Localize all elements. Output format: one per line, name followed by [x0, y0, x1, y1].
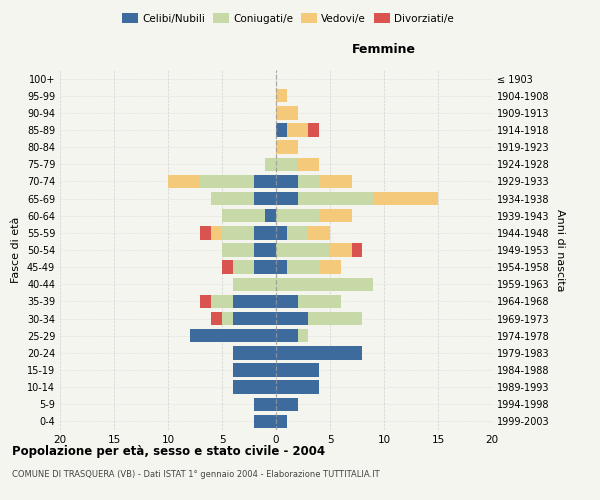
Bar: [276, 244, 330, 256]
Y-axis label: Anni di nascita: Anni di nascita: [555, 209, 565, 291]
Bar: [298, 329, 308, 342]
Bar: [265, 209, 276, 222]
Bar: [233, 294, 276, 308]
Bar: [276, 329, 298, 342]
Bar: [308, 226, 330, 239]
Bar: [319, 260, 341, 274]
Bar: [222, 209, 265, 222]
Bar: [287, 226, 308, 239]
Bar: [254, 244, 276, 256]
Bar: [319, 174, 352, 188]
Bar: [211, 226, 222, 239]
Bar: [233, 364, 276, 376]
Text: COMUNE DI TRASQUERA (VB) - Dati ISTAT 1° gennaio 2004 - Elaborazione TUTTITALIA.: COMUNE DI TRASQUERA (VB) - Dati ISTAT 1°…: [12, 470, 380, 479]
Bar: [308, 312, 362, 326]
Bar: [233, 380, 276, 394]
Y-axis label: Fasce di età: Fasce di età: [11, 217, 21, 283]
Bar: [276, 380, 319, 394]
Bar: [276, 294, 298, 308]
Bar: [222, 312, 233, 326]
Text: Femmine: Femmine: [352, 42, 416, 56]
Bar: [276, 414, 287, 428]
Bar: [298, 174, 319, 188]
Bar: [222, 244, 254, 256]
Text: Popolazione per età, sesso e stato civile - 2004: Popolazione per età, sesso e stato civil…: [12, 445, 325, 458]
Bar: [211, 312, 222, 326]
Bar: [276, 346, 362, 360]
Bar: [276, 124, 287, 136]
Bar: [254, 192, 276, 205]
Bar: [373, 192, 438, 205]
Bar: [276, 312, 308, 326]
Bar: [276, 192, 298, 205]
Bar: [319, 209, 352, 222]
Bar: [276, 174, 298, 188]
Bar: [211, 192, 254, 205]
Bar: [298, 192, 373, 205]
Bar: [200, 294, 211, 308]
Bar: [276, 209, 319, 222]
Bar: [308, 124, 319, 136]
Bar: [276, 106, 298, 120]
Bar: [265, 158, 276, 171]
Bar: [200, 226, 211, 239]
Bar: [233, 278, 276, 291]
Legend: Celibi/Nubili, Coniugati/e, Vedovi/e, Divorziati/e: Celibi/Nubili, Coniugati/e, Vedovi/e, Di…: [119, 10, 457, 26]
Bar: [298, 158, 319, 171]
Bar: [287, 124, 308, 136]
Bar: [254, 414, 276, 428]
Bar: [211, 294, 233, 308]
Bar: [276, 89, 287, 102]
Bar: [276, 364, 319, 376]
Bar: [233, 312, 276, 326]
Bar: [298, 294, 341, 308]
Bar: [276, 398, 298, 411]
Bar: [276, 278, 373, 291]
Bar: [233, 260, 254, 274]
Bar: [254, 260, 276, 274]
Bar: [254, 226, 276, 239]
Bar: [222, 260, 233, 274]
Bar: [276, 226, 287, 239]
Bar: [254, 398, 276, 411]
Bar: [276, 140, 298, 154]
Bar: [352, 244, 362, 256]
Bar: [168, 174, 200, 188]
Bar: [287, 260, 319, 274]
Bar: [233, 346, 276, 360]
Bar: [276, 260, 287, 274]
Bar: [190, 329, 276, 342]
Bar: [254, 174, 276, 188]
Bar: [222, 226, 254, 239]
Bar: [200, 174, 254, 188]
Bar: [330, 244, 352, 256]
Bar: [276, 158, 298, 171]
